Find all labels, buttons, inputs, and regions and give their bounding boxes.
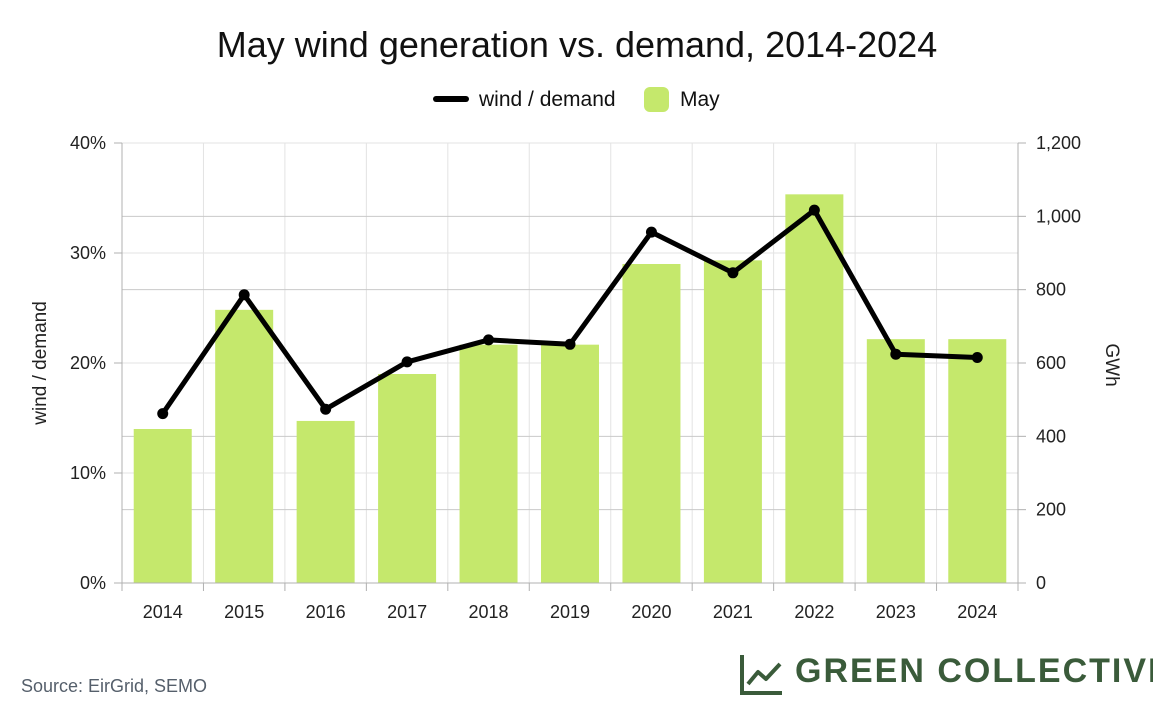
y-left-tick-label: 40% <box>70 133 106 153</box>
line-point-2018 <box>483 334 495 346</box>
line-point-2023 <box>890 348 902 360</box>
legend-label-line: wind / demand <box>478 88 616 111</box>
line-point-2019 <box>564 338 576 350</box>
chart-trend-icon <box>746 662 782 686</box>
bar-2020 <box>622 264 681 583</box>
legend: wind / demand May <box>433 87 720 112</box>
chart-title: May wind generation vs. demand, 2014-202… <box>217 24 937 65</box>
y-right-tick-label: 400 <box>1036 426 1066 446</box>
bar-2024 <box>948 339 1007 583</box>
y-left-tick-label: 20% <box>70 353 106 373</box>
y-right-tick-label: 0 <box>1036 573 1046 593</box>
line-point-2015 <box>238 289 250 301</box>
line-series <box>157 204 983 420</box>
line-point-2016 <box>320 403 332 415</box>
y-right-tick-label: 800 <box>1036 280 1066 300</box>
y-right-tick-label: 1,200 <box>1036 133 1081 153</box>
y-right-tick-label: 600 <box>1036 353 1066 373</box>
x-tick-label: 2022 <box>794 602 834 622</box>
y-right-tick-label: 1,000 <box>1036 206 1081 226</box>
y-left-tick-label: 10% <box>70 463 106 483</box>
x-tick-label: 2021 <box>713 602 753 622</box>
x-tick-label: 2019 <box>550 602 590 622</box>
line-point-2020 <box>645 226 657 238</box>
bar-2014 <box>133 429 192 583</box>
bar-2021 <box>703 260 762 583</box>
legend-label-bar: May <box>680 88 720 111</box>
x-tick-label: 2023 <box>876 602 916 622</box>
bar-2022 <box>785 194 844 584</box>
axes: 0% 10% 20% 30% 40% 0 200 400 600 800 1,000 1,200 201… <box>70 133 1081 622</box>
y-right-tick-label: 200 <box>1036 500 1066 520</box>
y-left-axis-title: wind / demand <box>30 301 51 426</box>
x-tick-label: 2024 <box>957 602 997 622</box>
chart-line-icon <box>740 655 782 695</box>
x-tick-label: 2016 <box>306 602 346 622</box>
x-tick-label: 2020 <box>631 602 671 622</box>
x-tick-label: 2017 <box>387 602 427 622</box>
y-right-axis-title: GWh <box>1101 343 1122 386</box>
y-left-tick-label: 30% <box>70 243 106 263</box>
bar-2015 <box>215 309 274 583</box>
x-tick-label: 2018 <box>469 602 509 622</box>
legend-bar-swatch <box>644 87 669 112</box>
bar-2023 <box>866 339 925 583</box>
brand-logo: GREEN COLLECTIVE <box>740 652 1153 695</box>
bar-2019 <box>541 344 599 583</box>
x-tick-label: 2015 <box>224 602 264 622</box>
bars <box>133 194 1007 584</box>
line-point-2014 <box>157 408 169 420</box>
line-point-2021 <box>727 267 739 279</box>
x-tick-label: 2014 <box>143 602 183 622</box>
line-point-2024 <box>971 352 983 363</box>
bar-2018 <box>459 344 518 583</box>
bar-2017 <box>378 374 437 583</box>
line-point-2017 <box>401 356 413 368</box>
source-note: Source: EirGrid, SEMO <box>21 676 207 696</box>
y-left-tick-label: 0% <box>80 573 106 593</box>
bar-2016 <box>296 420 355 583</box>
line-point-2022 <box>808 204 820 216</box>
brand-name: GREEN COLLECTIVE <box>795 652 1153 690</box>
